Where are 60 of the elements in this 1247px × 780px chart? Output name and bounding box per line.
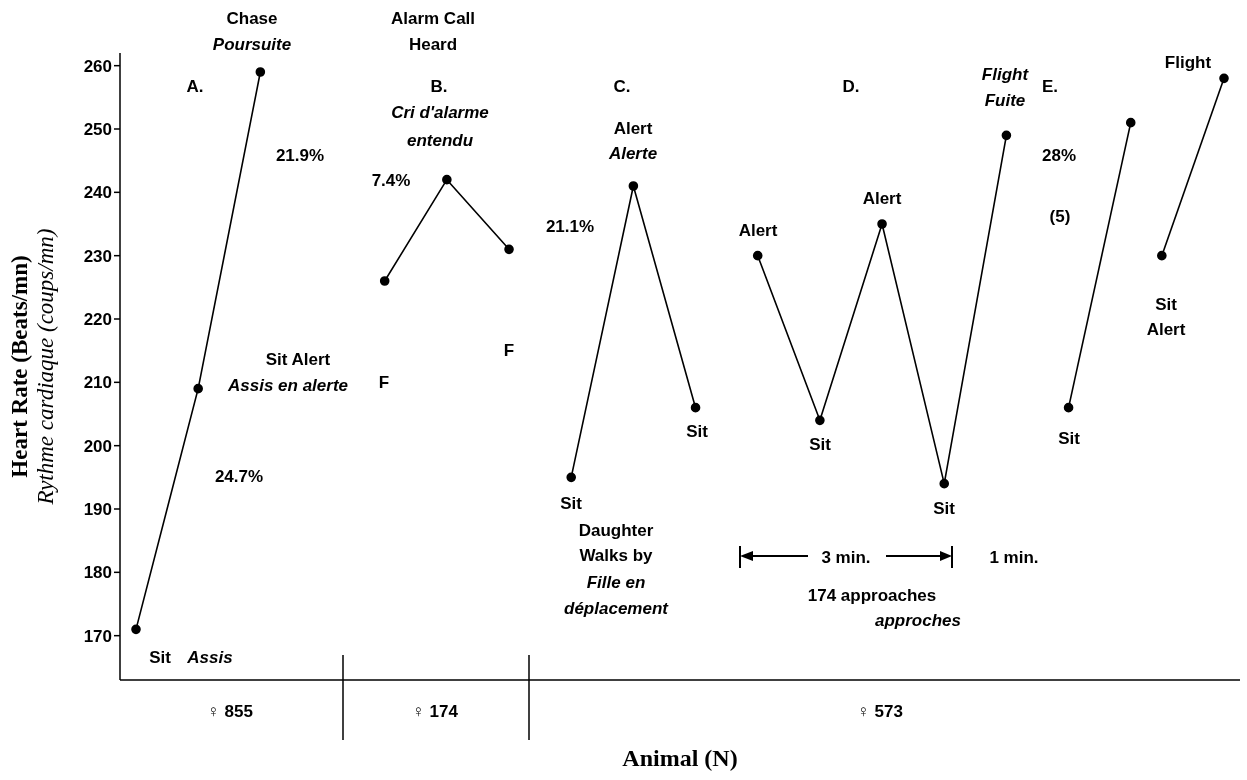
y-tick-label: 220 [83,310,112,330]
y-tick-label: 260 [83,56,112,76]
annotation: Alert [862,189,902,209]
y-tick-label: 190 [83,500,112,520]
y-tick-label: 250 [83,120,112,140]
annotation: F [503,341,515,361]
annotation: Heard [408,35,458,55]
annotation: Assis [186,648,233,668]
annotation: déplacement [564,599,670,619]
annotation: 24.7% [214,467,264,487]
y-tick-label: 230 [83,246,112,266]
annotation: Sit [560,494,583,514]
annotation: 21.1% [545,217,595,237]
annotation: D. [842,77,860,97]
text: ♀ 174 [412,702,459,722]
annotation: Walks by [579,546,654,566]
annotation: Fille en [586,573,646,593]
annotation: Alert [613,119,653,139]
text: ♀ 573 [857,702,903,722]
y-tick-label: 200 [83,436,112,456]
y-tick-label: 210 [83,373,112,393]
annotation: Sit [1155,295,1178,315]
annotation: Alert [738,221,778,241]
y-tick-label: 240 [83,183,112,203]
annotation: Daughter [578,521,654,541]
annotation: Poursuite [212,35,292,55]
annotation: (5) [1049,207,1071,227]
annotation: 3 min. [821,548,871,568]
annotation: Flight [981,65,1030,85]
annotation: Sit Alert [265,350,331,370]
annotation: E. [1041,77,1059,97]
annotation: C. [613,77,631,97]
annotation: Sit [149,648,172,668]
annotation: Fuite [984,91,1026,111]
annotation: 28% [1041,146,1077,166]
y-tick-label: 180 [83,563,112,583]
text: Alarm Call [390,9,476,29]
text: Chase [226,9,278,29]
x-axis-title: Animal (N) [622,745,738,771]
annotation: 7.4% [371,171,411,191]
annotation: Assis en alerte [226,376,349,396]
y-axis-title: Heart Rate (Beats/mn) Rythme cardiaque (coups/mn) [7,228,59,506]
annotation: entendu [406,131,474,151]
annotation: Sit [933,499,956,519]
annotation: B. [430,77,448,97]
annotation: Alerte [607,144,658,164]
annotation: F [378,373,390,393]
annotation: Sit [809,435,832,455]
annotation: 1 min. [989,548,1039,568]
annotation: Cri d'alarme [391,103,489,123]
text: ♀ 855 [207,702,253,722]
annotation: A. [186,77,204,97]
y-tick-label: 170 [83,626,112,646]
annotation: Flight [1164,53,1212,73]
annotation: 21.9% [275,146,325,166]
annotation: Sit [1058,429,1081,449]
annotation: Alert [1146,320,1186,340]
annotation: Sit [686,422,709,442]
annotation: 174 approaches [807,586,937,606]
annotation: approches [875,611,961,631]
